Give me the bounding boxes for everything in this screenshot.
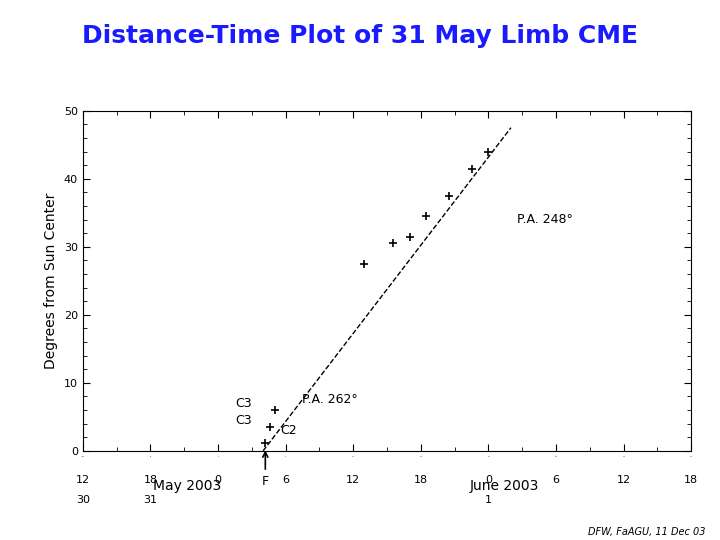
Y-axis label: Degrees from Sun Center: Degrees from Sun Center [44,193,58,369]
Text: 0: 0 [485,475,492,485]
Text: 6: 6 [552,475,559,485]
Text: C2: C2 [280,424,297,437]
Text: 18: 18 [684,475,698,485]
Text: 18: 18 [143,475,158,485]
Text: June 2003: June 2003 [469,479,539,493]
Text: 0: 0 [215,475,222,485]
Text: 6: 6 [282,475,289,485]
Text: 30: 30 [76,495,90,505]
Text: C3: C3 [235,397,252,410]
Text: DFW, FaAGU, 11 Dec 03: DFW, FaAGU, 11 Dec 03 [588,527,706,537]
Text: Distance-Time Plot of 31 May Limb CME: Distance-Time Plot of 31 May Limb CME [82,24,638,48]
Text: P.A. 262°: P.A. 262° [302,393,359,407]
Text: C3: C3 [235,414,252,427]
Text: May 2003: May 2003 [153,479,221,493]
Text: 12: 12 [76,475,90,485]
Text: P.A. 248°: P.A. 248° [516,213,572,226]
Text: 1: 1 [485,495,492,505]
Text: 12: 12 [616,475,631,485]
Text: F: F [262,452,269,488]
Text: 31: 31 [143,495,158,505]
Text: 18: 18 [414,475,428,485]
Text: 12: 12 [346,475,360,485]
